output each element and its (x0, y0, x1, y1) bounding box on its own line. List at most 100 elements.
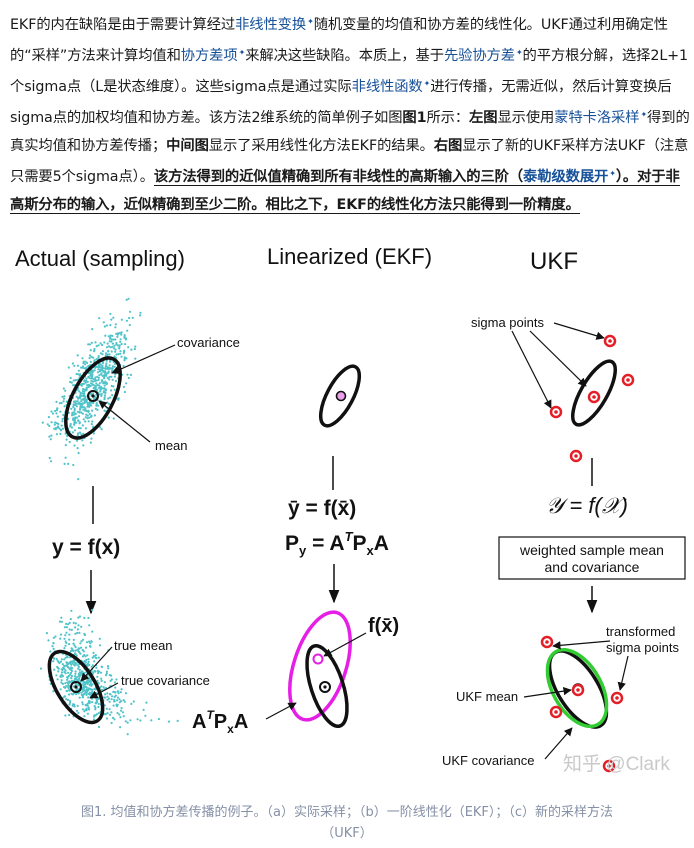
sample-point (133, 348, 136, 351)
sample-point (78, 677, 81, 680)
sample-point (90, 370, 93, 373)
watermark: 知乎 @Clark (563, 753, 670, 775)
sample-point (87, 706, 90, 709)
sample-point (84, 407, 87, 410)
sample-point (100, 380, 103, 383)
sample-point (81, 390, 84, 393)
sample-point (59, 637, 62, 640)
sample-point (89, 360, 92, 363)
sample-point (70, 666, 73, 669)
link-taylor-series[interactable]: 泰勒级数展开 (523, 169, 616, 186)
sample-point (94, 708, 97, 711)
sample-point (107, 335, 110, 338)
sample-point (116, 696, 119, 699)
sample-point (56, 678, 59, 681)
sample-point (90, 401, 93, 404)
sample-point (61, 417, 64, 421)
sample-point (99, 671, 103, 674)
sample-point (85, 400, 88, 403)
sample-point (59, 429, 63, 432)
sample-point (89, 687, 92, 691)
text-segment: 显示了采用线性化方法EKF的结果。 (208, 138, 434, 154)
sample-point (75, 439, 79, 442)
sample-point (94, 341, 97, 344)
sample-point (109, 346, 112, 349)
equation-y-fx: y = f(x) (52, 536, 120, 559)
text-segment: 所示： (426, 110, 470, 126)
mean-marker (87, 390, 99, 402)
sample-point (62, 397, 66, 400)
sample-point (50, 434, 53, 437)
sample-point (64, 686, 67, 689)
sample-point (88, 413, 91, 416)
sample-point (100, 677, 103, 680)
sigma-point-center (592, 395, 596, 399)
sample-point (71, 693, 74, 696)
sample-point (105, 374, 108, 377)
link-covariance-term[interactable]: 协方差项 (181, 48, 245, 64)
link-prior-covariance[interactable]: 先验协方差 (444, 48, 523, 64)
sample-point (81, 357, 84, 360)
sample-point (85, 707, 88, 710)
link-nonlinear-transform[interactable]: 非线性变换 (235, 17, 314, 33)
sample-point (110, 721, 113, 725)
sample-point (157, 717, 160, 721)
sample-point (75, 693, 78, 696)
sample-point (83, 681, 86, 684)
sample-point (68, 633, 71, 636)
sample-point (78, 650, 81, 654)
sample-point (62, 387, 65, 390)
sample-point (55, 674, 58, 677)
sample-point (122, 364, 125, 368)
label-ukf-covariance: UKF covariance (442, 753, 534, 768)
sample-point (87, 658, 90, 661)
sample-point (86, 662, 89, 665)
sample-point (70, 407, 73, 410)
sample-point (125, 382, 128, 385)
prior-mean-marker (335, 390, 347, 402)
sample-point (71, 362, 74, 365)
sample-point (112, 338, 115, 341)
sample-point (105, 717, 109, 720)
sample-point (70, 426, 74, 429)
link-nonlinear-function[interactable]: 非线性函数 (352, 79, 431, 95)
text-segment: 随机变量的均值和协方差的线性化。UKF通过利用确定性的“采样”方法来计算均值和 (10, 17, 668, 64)
sample-point (98, 363, 101, 367)
sample-point (111, 367, 114, 370)
sample-point (96, 375, 99, 378)
sample-point (96, 679, 99, 682)
sample-point (83, 401, 86, 404)
sample-point (83, 379, 86, 382)
sample-point (67, 693, 71, 696)
sample-point (110, 384, 113, 388)
sample-point (81, 412, 84, 415)
sample-point (114, 686, 117, 689)
sample-point (113, 698, 116, 701)
link-monte-carlo[interactable]: 蒙特卡洛采样 (554, 110, 647, 126)
sample-point (52, 647, 55, 650)
sample-point (85, 641, 89, 644)
sample-point (74, 646, 77, 649)
sample-point (90, 665, 93, 668)
sample-point (66, 676, 69, 679)
sample-point (78, 421, 81, 424)
panel-title-actual: Actual (sampling) (15, 246, 185, 271)
sample-point (86, 704, 89, 707)
sample-scatter-top (41, 297, 142, 481)
sample-point (64, 682, 67, 685)
sample-point (107, 345, 111, 348)
sample-point (85, 388, 88, 391)
sample-point (83, 633, 87, 637)
sample-point (95, 382, 98, 385)
sample-point (120, 333, 123, 336)
sample-point (110, 674, 113, 677)
sample-point (74, 412, 77, 415)
sample-point (139, 311, 142, 314)
sample-point (111, 345, 114, 348)
sample-point (91, 608, 94, 612)
sample-point (54, 409, 57, 413)
sample-point (80, 400, 83, 403)
sample-point (61, 427, 65, 430)
sample-point (97, 697, 100, 701)
sample-point (88, 640, 91, 643)
